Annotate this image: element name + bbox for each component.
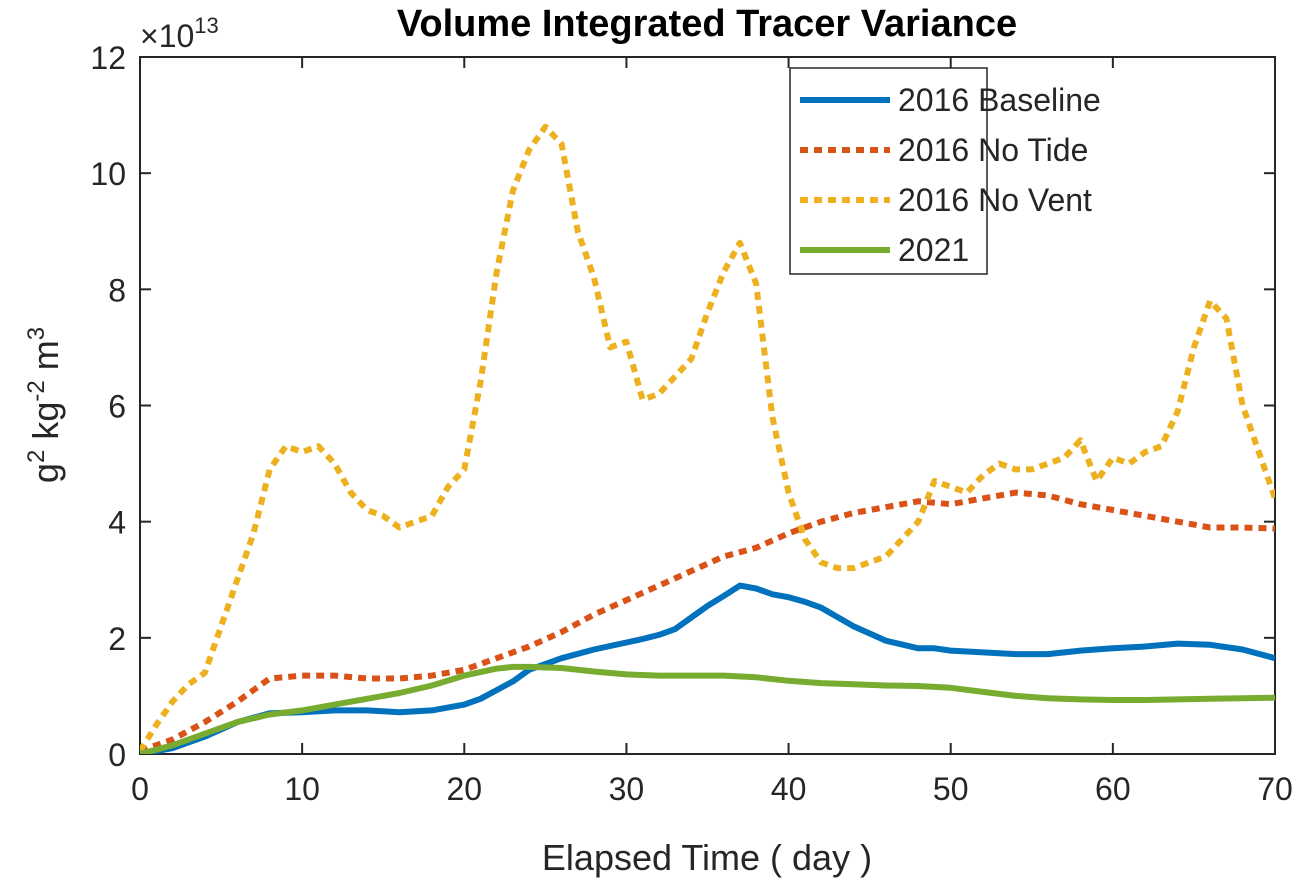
x-tick-label: 0 bbox=[131, 771, 149, 807]
y-tick-label: 12 bbox=[90, 40, 126, 76]
y-axis-label: g2 kg-2 m3 bbox=[23, 327, 66, 483]
y-tick-label: 4 bbox=[108, 505, 126, 541]
y-tick-label: 0 bbox=[108, 737, 126, 773]
legend: 2016 Baseline 2016 No Tide 2016 No Vent 202… bbox=[789, 67, 1101, 275]
y-label-sup2: -2 bbox=[23, 380, 50, 401]
legend-label-2016-baseline: 2016 Baseline bbox=[898, 82, 1101, 118]
x-tick-label: 50 bbox=[933, 771, 969, 807]
chart-title: Volume Integrated Tracer Variance bbox=[397, 3, 1017, 45]
series-line-2016-baseline bbox=[140, 582, 1275, 754]
y-label-base2: kg bbox=[25, 402, 66, 450]
x-tick-labels: 0 10 20 30 40 50 60 70 bbox=[131, 771, 1293, 807]
x-tick-label: 10 bbox=[284, 771, 320, 807]
legend-label-2016-no-vent: 2016 No Vent bbox=[898, 182, 1092, 218]
x-tick-label: 40 bbox=[771, 771, 807, 807]
series-lines bbox=[140, 123, 1275, 754]
y-tick-label: 10 bbox=[90, 156, 126, 192]
y-exponent-power: 13 bbox=[194, 13, 218, 38]
y-axis-exponent: ×1013 bbox=[140, 13, 219, 54]
x-tick-label: 60 bbox=[1095, 771, 1131, 807]
y-tick-label: 8 bbox=[108, 272, 126, 308]
plot-area bbox=[139, 56, 1276, 755]
legend-label-2021: 2021 bbox=[898, 232, 969, 268]
y-label-sup1: 2 bbox=[23, 450, 50, 463]
y-tick-labels: 0 2 4 6 8 10 12 bbox=[90, 40, 126, 773]
x-axis-label: Elapsed Time ( day ) bbox=[542, 837, 872, 878]
x-tick-label: 70 bbox=[1257, 771, 1293, 807]
y-label-base3: m bbox=[25, 340, 66, 380]
y-tick-label: 6 bbox=[108, 389, 126, 425]
y-exponent-prefix: ×10 bbox=[140, 18, 194, 54]
series-line-2016-no-tide bbox=[140, 489, 1275, 754]
y-tick-label: 2 bbox=[108, 621, 126, 657]
series-line-2016-no-vent bbox=[140, 123, 1275, 753]
x-tick-label: 30 bbox=[609, 771, 645, 807]
tick-marks bbox=[139, 56, 1276, 755]
x-tick-label: 20 bbox=[446, 771, 482, 807]
y-label-sup3: 3 bbox=[23, 327, 50, 340]
y-label-base1: g bbox=[25, 463, 66, 483]
legend-label-2016-no-tide: 2016 No Tide bbox=[898, 132, 1088, 168]
series-line-2021 bbox=[140, 663, 1275, 754]
